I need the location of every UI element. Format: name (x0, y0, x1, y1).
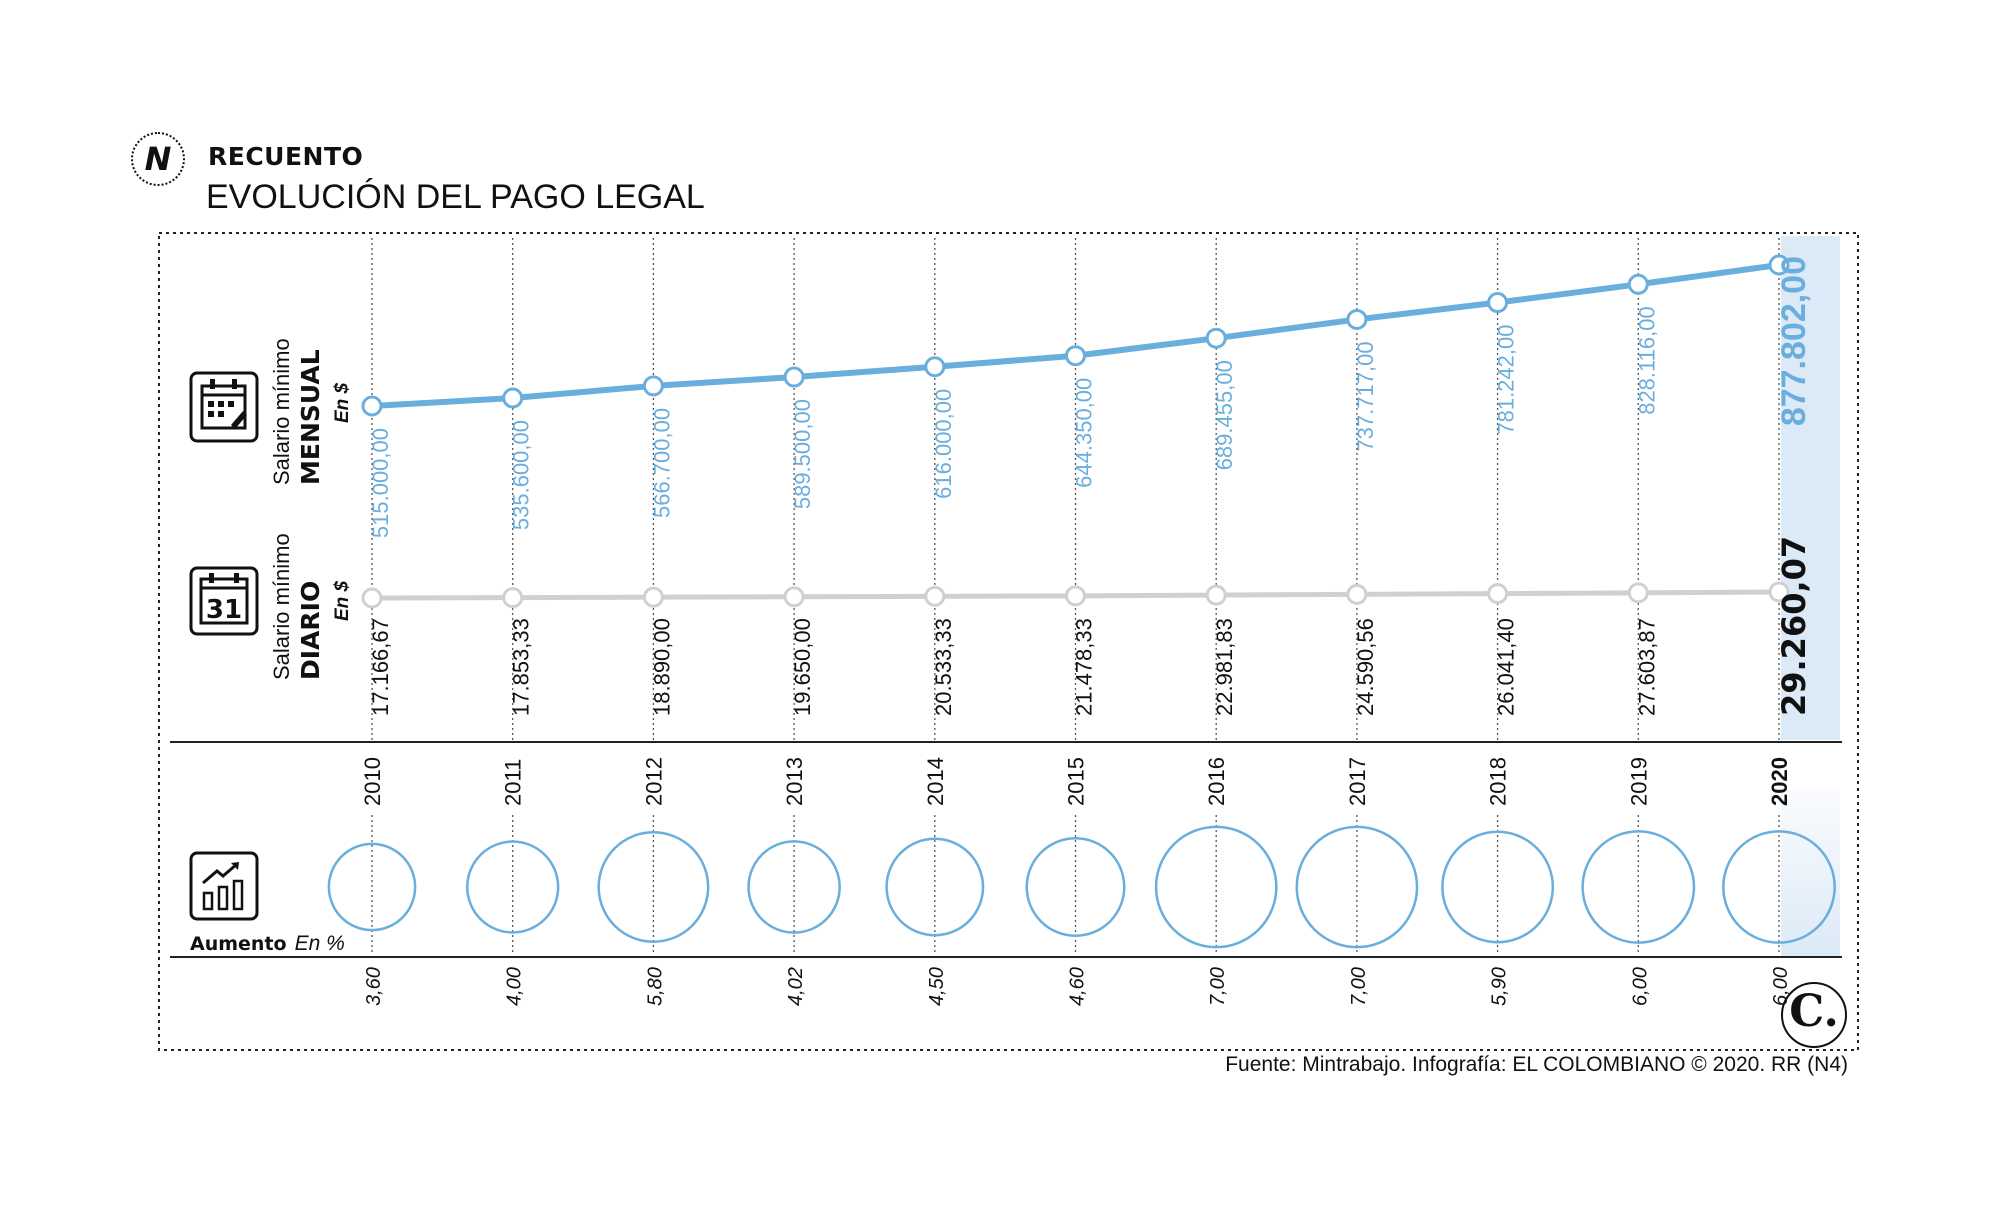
daily-point-2020 (1768, 581, 1790, 603)
year-label-2016: 2016 (1204, 757, 1229, 806)
increase-bubble-2011 (465, 840, 560, 934)
monthly-point-2017 (1346, 308, 1368, 330)
monthly-value-label-2010: 515.000,00 (368, 428, 393, 538)
daily-unit: En $ (332, 580, 353, 621)
daily-value-label-2010: 17.166,67 (368, 618, 393, 716)
year-label-2018: 2018 (1486, 757, 1511, 806)
page-title: EVOLUCIÓN DEL PAGO LEGAL (206, 178, 705, 216)
kicker: RECUENTO (208, 142, 364, 171)
monthly-point-2012 (642, 375, 664, 397)
increase-value-label-2010: 3,60 (363, 967, 385, 1006)
daily-point-2019 (1627, 582, 1649, 604)
increase-bubble-2014 (885, 837, 985, 937)
year-label-2014: 2014 (923, 757, 948, 806)
increase-value-label-2017: 7,00 (1348, 967, 1370, 1006)
year-label-2020: 2020 (1767, 757, 1792, 806)
increase-value-label-2013: 4,02 (785, 967, 807, 1006)
monthly-point-2015 (1065, 345, 1086, 367)
year-label-2019: 2019 (1626, 757, 1651, 806)
increase-bubble-2016 (1154, 825, 1278, 949)
monthly-point-2010 (361, 395, 383, 417)
frame (158, 232, 1859, 1051)
monthly-value-label-2020: 877.802,00 (1775, 256, 1813, 426)
calendar-31-number: 31 (206, 595, 242, 625)
increase-bubble-2018 (1441, 830, 1555, 944)
increase-value-label-2012: 5,80 (644, 967, 666, 1006)
daily-value-label-2019: 27.603,87 (1634, 618, 1659, 716)
monthly-unit: En $ (332, 382, 353, 423)
year-label-2011: 2011 (501, 759, 526, 806)
daily-point-2010 (361, 587, 383, 609)
monthly-value-label-2015: 644.350,00 (1072, 378, 1097, 488)
daily-label-line2: DIARIO (296, 581, 325, 680)
monthly-label-line2: MENSUAL (296, 349, 325, 485)
source-note: Fuente: Mintrabajo. Infografía: EL COLOM… (1225, 1053, 1848, 1076)
monthly-value-label-2012: 566.700,00 (649, 408, 674, 518)
increase-value-label-2018: 5,90 (1489, 967, 1511, 1006)
daily-label-line1: Salario mínimo (269, 533, 294, 680)
increase-label-bold: Aumento (190, 933, 287, 955)
monthly-point-2016 (1205, 327, 1227, 349)
monthly-label-line1: Salario mínimo (269, 338, 294, 485)
increase-bubble-2017 (1295, 825, 1419, 949)
daily-point-2015 (1065, 585, 1086, 607)
daily-value-label-2014: 20.533,33 (931, 618, 956, 716)
increase-bubble-2020 (1722, 830, 1836, 944)
monthly-value-label-2013: 589.500,00 (790, 399, 815, 509)
increase-bubble-2013 (747, 840, 841, 934)
year-label-2013: 2013 (782, 757, 807, 806)
monthly-point-2020 (1768, 254, 1790, 276)
calendar-31-icon: 31 (189, 566, 259, 636)
daily-value-label-2018: 26.041,40 (1494, 618, 1519, 716)
increase-label-unit: En % (295, 932, 345, 955)
bar-growth-icon (189, 851, 259, 921)
monthly-value-label-2018: 781.242,00 (1494, 325, 1519, 435)
increase-value-label-2019: 6,00 (1629, 967, 1651, 1006)
brand-c-icon: C. (1781, 982, 1847, 1048)
increase-value-label-2011: 4,00 (504, 967, 526, 1006)
daily-value-label-2012: 18.890,00 (649, 618, 674, 716)
monthly-point-2013 (783, 366, 805, 388)
daily-point-2012 (642, 586, 664, 608)
year-label-2015: 2015 (1064, 757, 1089, 806)
highlight-column-bottom (1781, 790, 1840, 958)
daily-value-label-2017: 24.590,56 (1353, 618, 1378, 716)
increase-value-label-2016: 7,00 (1207, 967, 1229, 1006)
monthly-value-label-2016: 689.455,00 (1212, 360, 1237, 470)
daily-value-label-2015: 21.478,33 (1072, 618, 1097, 716)
increase-label: Aumento En % (190, 932, 345, 955)
monthly-point-2018 (1487, 292, 1509, 314)
increase-bubble-2015 (1025, 837, 1126, 937)
n-logo-icon: N (131, 132, 185, 186)
calendar-grid-icon (189, 371, 259, 443)
increase-value-label-2015: 4,60 (1067, 967, 1089, 1006)
year-label-2012: 2012 (641, 757, 666, 806)
year-label-2017: 2017 (1345, 757, 1370, 806)
increase-bubble-2019 (1581, 830, 1696, 944)
increase-value-label-2014: 4,50 (926, 967, 948, 1006)
daily-value-label-2011: 17.853,33 (509, 618, 534, 716)
daily-value-label-2020: 29.260,07 (1775, 536, 1813, 716)
monthly-point-2019 (1627, 273, 1649, 295)
daily-point-2014 (924, 585, 946, 607)
monthly-value-label-2017: 737.717,00 (1353, 341, 1378, 451)
daily-point-2011 (502, 587, 524, 609)
increase-bubble-2010 (327, 842, 417, 932)
monthly-point-2011 (502, 387, 524, 409)
daily-point-2018 (1487, 583, 1509, 605)
daily-value-label-2013: 19.650,00 (790, 618, 815, 716)
highlight-column-top (1781, 236, 1840, 740)
monthly-value-label-2019: 828.116,00 (1634, 306, 1659, 414)
monthly-value-label-2014: 616.000,00 (931, 389, 956, 499)
monthly-point-2014 (924, 356, 946, 378)
year-label-2010: 2010 (360, 757, 385, 806)
daily-point-2013 (783, 586, 805, 608)
daily-point-2017 (1346, 583, 1368, 605)
monthly-value-label-2011: 535.600,00 (509, 420, 534, 530)
increase-bubble-2012 (597, 831, 710, 943)
daily-value-label-2016: 22.981,83 (1212, 618, 1237, 716)
daily-point-2016 (1205, 584, 1227, 606)
